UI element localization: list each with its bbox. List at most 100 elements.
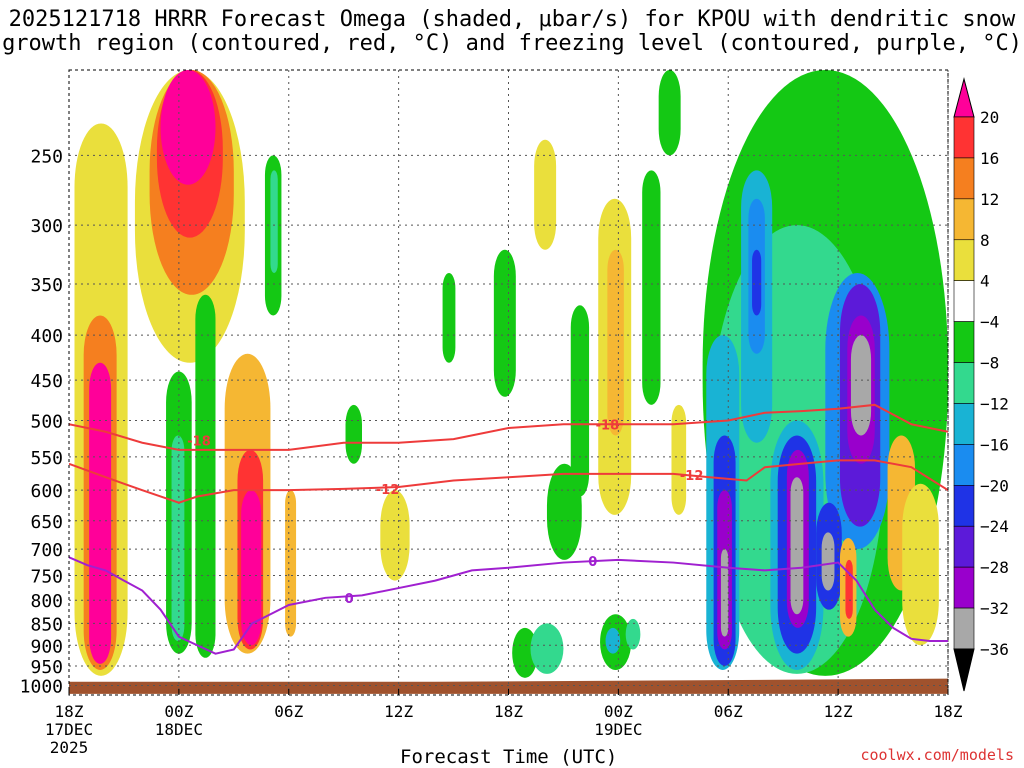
x-tick-date: 18DEC [155,720,203,739]
x-tick-date: 19DEC [594,720,642,739]
omega-cell [285,490,297,637]
y-tick-label: 850 [30,614,63,635]
colorbar-label: −24 [980,517,1009,536]
x-tick-label: 18Z [494,702,523,721]
colorbar: 20 16 12 8 4 −4 −8 −12 −16 −20 −24 −28 −32 −36 [953,77,1009,692]
omega-cell [850,335,872,436]
omega-cell [605,627,621,654]
omega-cell [345,404,362,464]
omega-cell [493,249,516,397]
colorbar-segment [953,403,975,445]
colorbar-segment [953,485,975,527]
x-tick-label: 18Z [55,702,84,721]
colorbar-segment [953,239,975,281]
colorbar-label: 12 [980,190,999,209]
y-tick-label: 650 [30,512,63,533]
x-tick-label: 00Z [604,702,633,721]
omega-cell [607,249,624,436]
omega-cell [171,435,185,641]
grid-lines [68,70,949,695]
contour-label: -12 [680,469,704,484]
colorbar-label: −36 [980,640,1009,659]
colorbar-label: 20 [980,108,999,127]
contour-label: -18 [596,418,620,433]
omega-cell [195,294,216,658]
x-tick-label: 12Z [384,702,413,721]
colorbar-label: −32 [980,599,1009,618]
colorbar-arrow-bottom [953,648,975,692]
colorbar-segment [953,280,975,322]
omega-cell [570,305,590,497]
colorbar-label: −28 [980,558,1009,577]
x-tick-label: 06Z [714,702,743,721]
y-tick-label: 900 [30,636,63,657]
y-tick-label: 250 [30,146,63,167]
colorbar-segment [953,116,975,159]
colorbar-segment [953,566,975,609]
colorbar-segment [953,525,975,568]
credit-link[interactable]: coolwx.com/models [860,746,1014,764]
y-tick-label: 350 [30,275,63,296]
colorbar-segment [953,198,975,241]
omega-cell [241,490,262,646]
colorbar-label: 4 [980,272,990,291]
contour-label: 0 [345,592,354,607]
colorbar-label: −4 [980,313,999,332]
x-tick-year: 2025 [50,738,89,757]
omega-cell [625,618,641,650]
chart-title-line-1: 2025121718 HRRR Forecast Omega (shaded, … [8,7,1016,32]
y-tick-label: 700 [30,540,63,561]
axes: 2503003504004505005506006507007508008509… [20,69,963,757]
omega-cell [845,559,853,619]
contour-line-minus18 [69,403,948,451]
y-tick-label: 800 [30,591,63,612]
x-tick-label: 00Z [164,702,193,721]
x-axis-title: Forecast Time (UTC) [400,746,618,768]
contour-lines [69,403,948,655]
colorbar-segment [953,362,975,404]
plot-frame [68,69,949,696]
colorbar-segment [953,157,975,200]
x-tick-label: 12Z [824,702,853,721]
x-tick-label: 06Z [274,702,303,721]
colorbar-label: −8 [980,354,999,373]
omega-shading [74,70,948,678]
omega-cell [270,170,278,273]
x-tick-label: 18Z [934,702,963,721]
omega-cell [89,362,112,664]
omega-cell [902,483,939,646]
omega-cell [160,70,216,185]
omega-cell [671,404,687,515]
omega-cell [752,249,762,316]
contour-line-0 [69,556,948,655]
y-tick-label: 400 [30,326,63,347]
chart-title-line-2: growth region (contoured, red, °C) and f… [2,31,1022,56]
x-tick-date: 17DEC [45,720,93,739]
colorbar-label: 16 [980,149,999,168]
omega-cell [658,70,681,156]
omega-cell [790,477,804,615]
y-tick-label: 1000 [20,677,63,698]
colorbar-label: −20 [980,476,1009,495]
contour-label: 0 [588,555,597,570]
y-tick-label: 300 [30,216,63,237]
contour-labels: -18 -12 -18 -12 0 0 [187,418,704,607]
y-tick-label: 950 [30,657,63,678]
omega-cell [720,549,729,637]
contour-line-minus12 [69,459,948,504]
omega-cell [442,272,456,363]
y-tick-label: 500 [30,411,63,432]
y-tick-label: 750 [30,567,63,588]
colorbar-arrow-top [953,77,975,118]
omega-cell [530,623,564,674]
colorbar-label: −12 [980,394,1009,413]
y-tick-label: 600 [30,481,63,502]
omega-cell [380,490,410,581]
omega-cell [642,170,661,405]
colorbar-label: 8 [980,231,990,250]
contour-label: -12 [376,483,400,498]
colorbar-segment [953,444,975,486]
y-tick-label: 450 [30,371,63,392]
contour-label: -18 [187,435,211,450]
